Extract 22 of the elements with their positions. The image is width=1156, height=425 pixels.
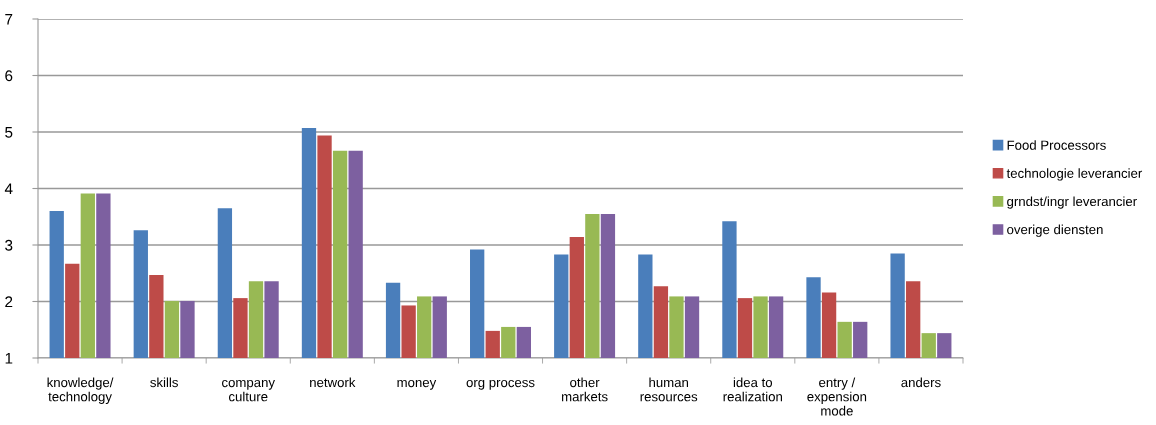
y-tick-label: 3 [5, 239, 13, 251]
legend-label: technologie leverancier [1006, 168, 1143, 181]
x-tick-label: idea to realization [723, 377, 782, 402]
y-tick-label: 1 [5, 353, 13, 364]
x-tick-label: entry / expension mode [807, 377, 867, 416]
x-tick-label: org process [466, 379, 535, 390]
x-tick-label: anders [901, 377, 941, 388]
y-tick-label: 6 [5, 70, 13, 82]
legend-label: overige diensten [1007, 224, 1103, 237]
y-tick-label: 7 [5, 14, 13, 25]
y-tick-label: 5 [5, 127, 13, 138]
x-tick-label: money [397, 379, 437, 390]
legend-label: Food Processors [1007, 140, 1106, 150]
x-tick-label: skills [150, 377, 178, 388]
y-tick-label: 2 [5, 296, 13, 308]
x-tick-label: company culture [222, 379, 275, 402]
y-tick-label: 4 [4, 183, 13, 195]
x-tick-label: human resources [640, 377, 698, 402]
x-tick-label: network [310, 377, 356, 388]
x-tick-label: other markets [562, 377, 608, 402]
x-tick-label: knowledge/ technology [47, 377, 114, 404]
legend-label: grndst/ingr leverancier [1007, 196, 1137, 209]
